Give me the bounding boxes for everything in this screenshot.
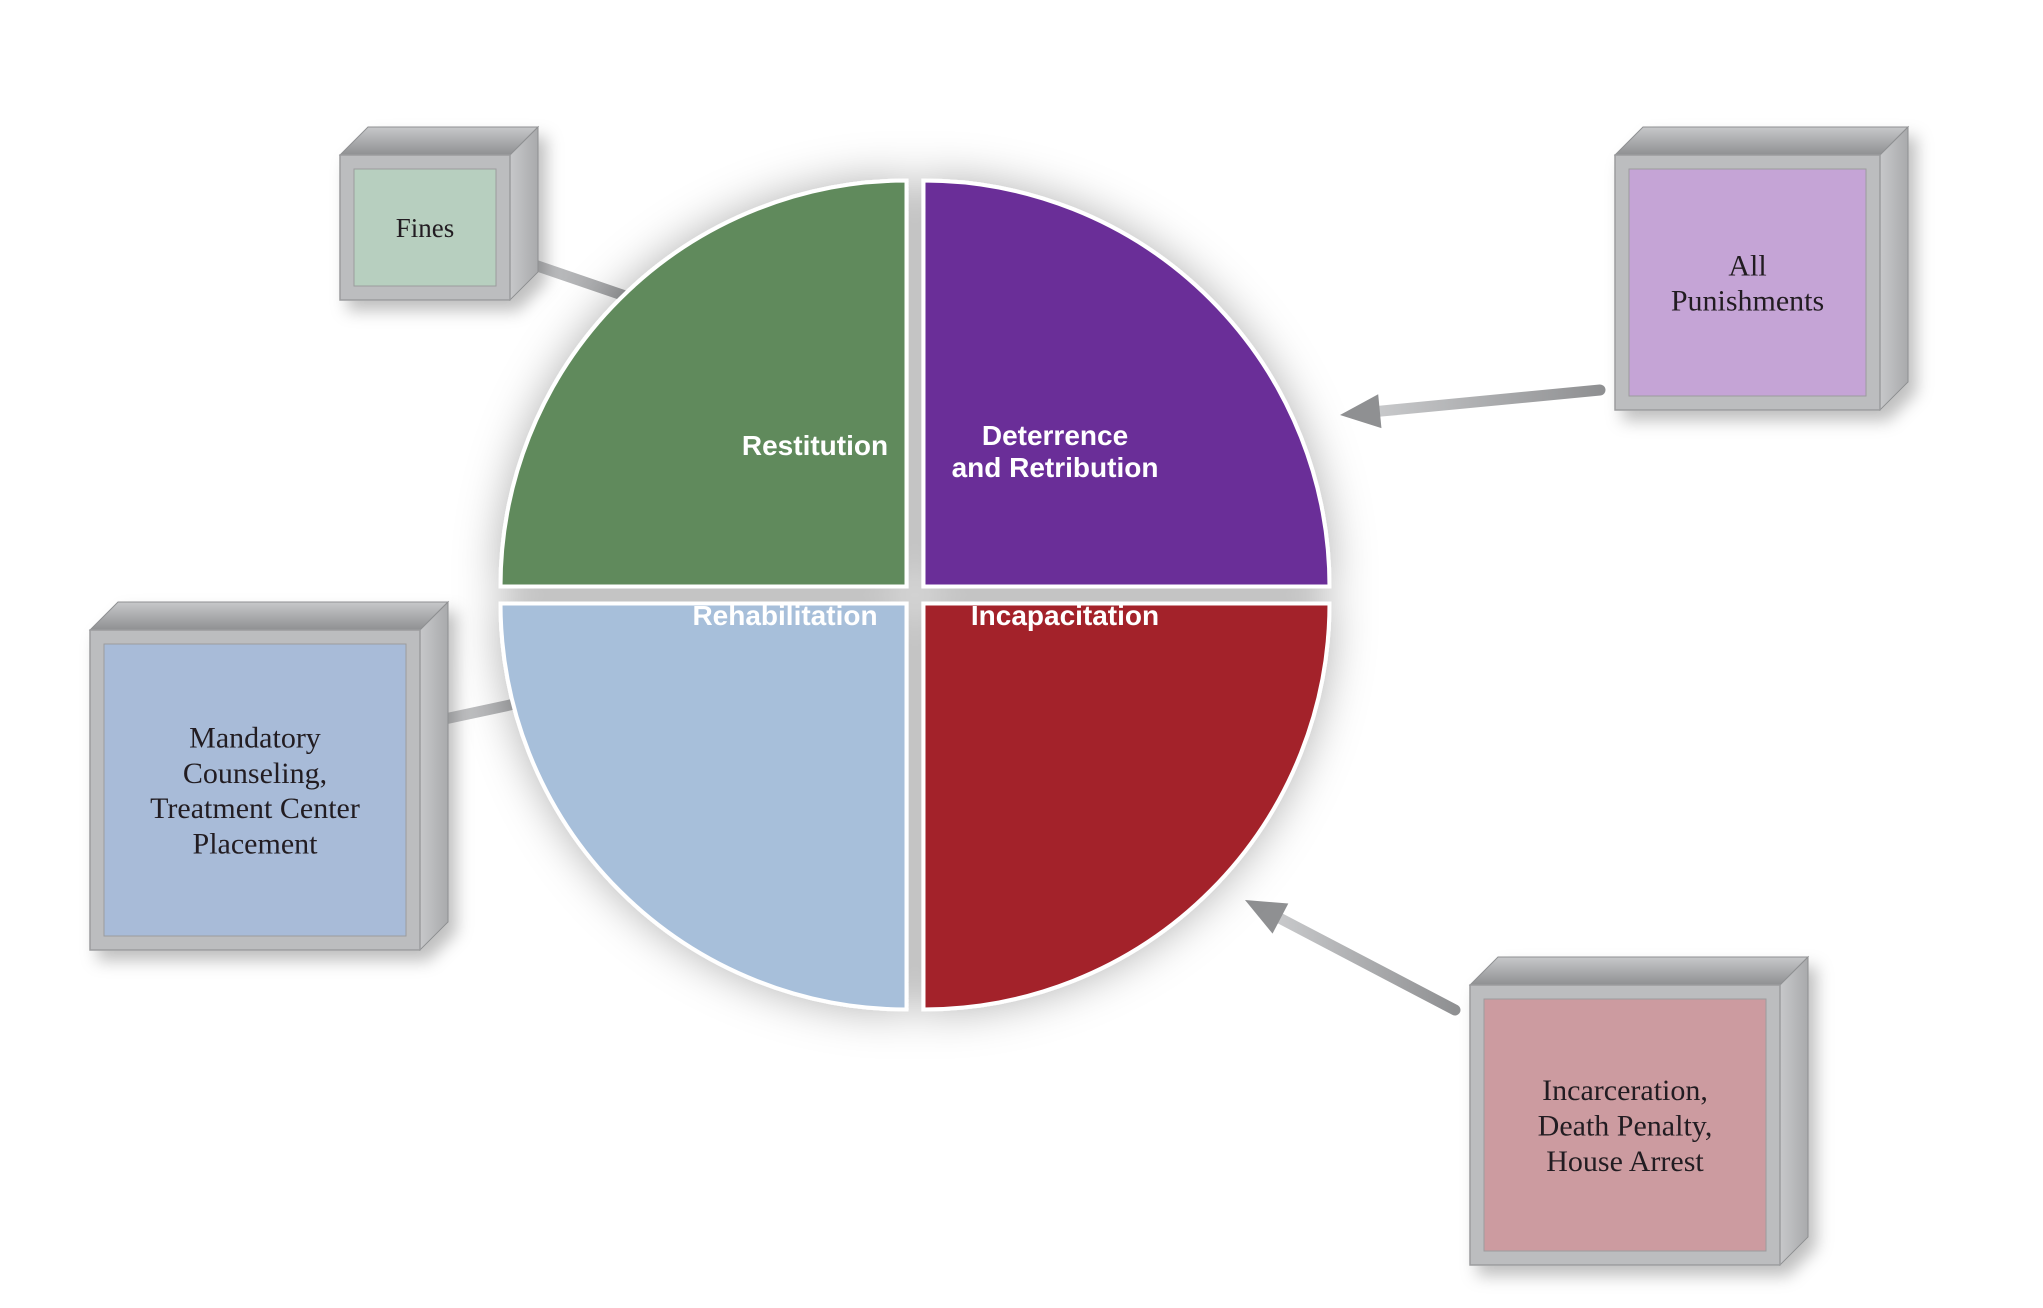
segment-label-incapacitation: Incapacitation <box>971 600 1159 631</box>
segment-deterrence <box>923 181 1329 587</box>
segment-rehabilitation <box>501 603 907 1009</box>
box-label-fines: Fines <box>396 213 455 243</box>
box-counseling: MandatoryCounseling,Treatment CenterPlac… <box>90 602 448 950</box>
segment-incapacitation <box>923 603 1329 1009</box>
box-all_punishments: AllPunishments <box>1615 127 1908 410</box>
arrow-all_punishments <box>1380 390 1600 411</box>
box-label-incarceration: Incarceration,Death Penalty,House Arrest <box>1538 1074 1713 1178</box>
segment-label-rehabilitation: Rehabilitation <box>692 600 877 631</box>
arrow-incarceration <box>1280 919 1455 1010</box>
segment-label-deterrence: Deterrenceand Retribution <box>952 420 1159 483</box>
punishment-purposes-diagram: { "diagram": { "type": "infographic", "b… <box>0 0 2043 1308</box>
diagram-svg: Deterrenceand Retribution Incapacitation R… <box>0 0 2043 1308</box>
segment-label-restitution: Restitution <box>742 430 888 461</box>
arrowhead-all_punishments <box>1340 394 1381 428</box>
segment-restitution <box>501 181 907 587</box>
box-fines: Fines <box>340 127 538 300</box>
box-incarceration: Incarceration,Death Penalty,House Arrest <box>1470 957 1808 1265</box>
